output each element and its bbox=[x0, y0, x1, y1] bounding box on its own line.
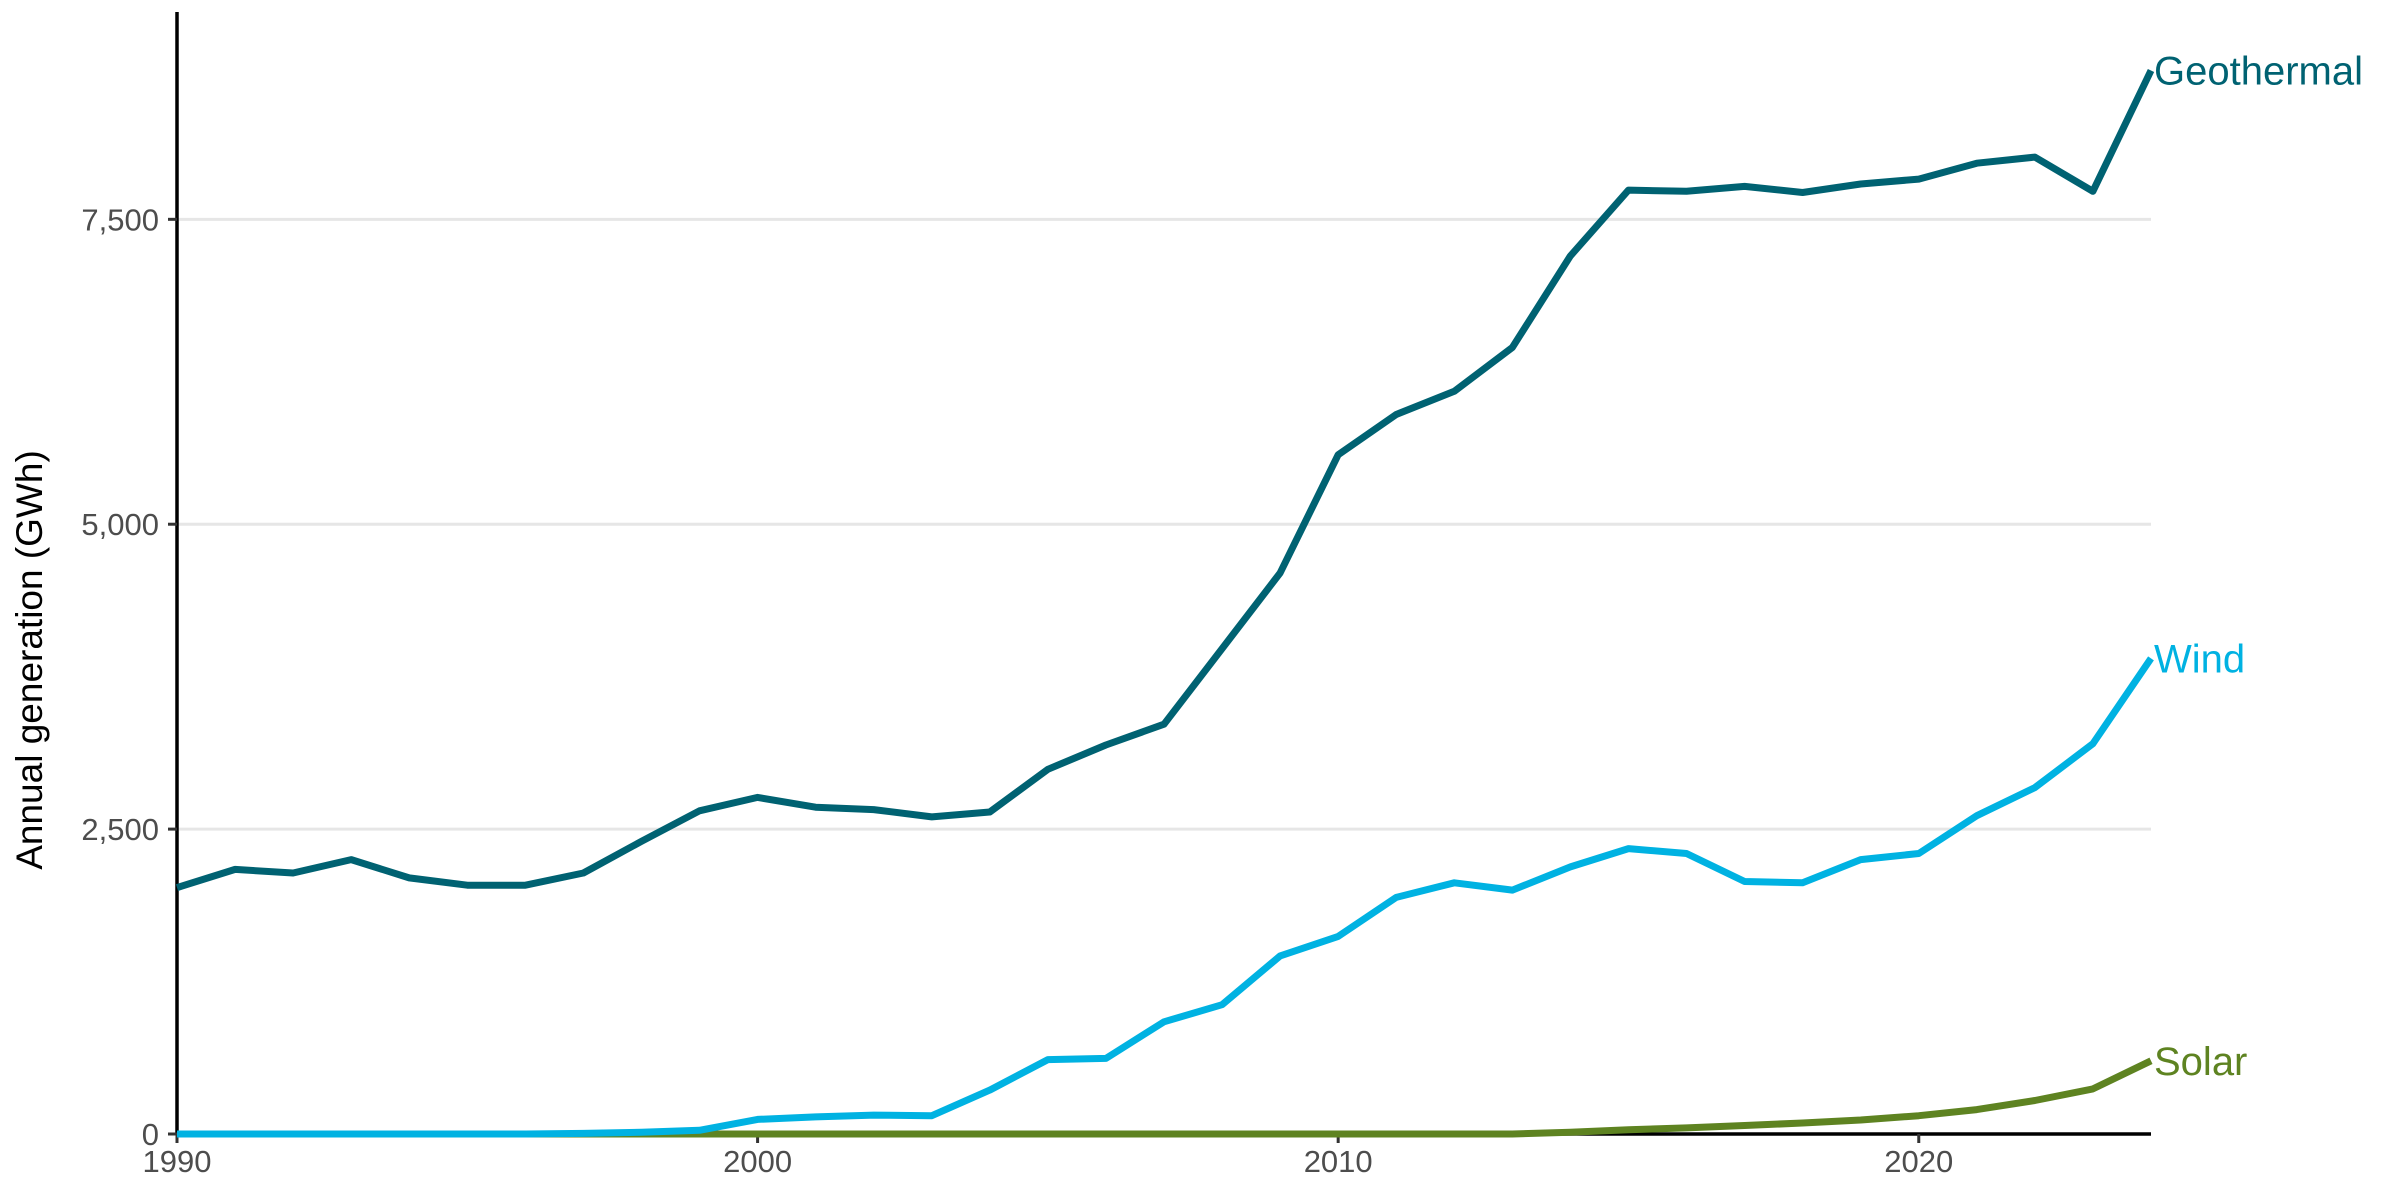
x-axis-ticks: 1990 2000 2010 2020 bbox=[143, 1134, 1953, 1179]
series-label-geothermal: Geothermal bbox=[2154, 50, 2363, 94]
y-tick-label: 0 bbox=[142, 1117, 159, 1152]
axes bbox=[175, 12, 2151, 1136]
series-labels: Solar Wind Geothermal bbox=[2154, 50, 2363, 1084]
x-tick-label: 1990 bbox=[143, 1144, 212, 1179]
series-label-wind: Wind bbox=[2154, 637, 2245, 681]
series-line-wind bbox=[177, 656, 2154, 1138]
y-axis-title: Annual generation (GWh) bbox=[9, 450, 50, 870]
series-lines bbox=[175, 68, 2155, 1138]
y-tick-label: 7,500 bbox=[81, 202, 159, 237]
y-axis-ticks: 0 2,500 5,000 7,500 bbox=[81, 202, 177, 1152]
series-line-solar bbox=[177, 1057, 2153, 1138]
series-line-geothermal bbox=[175, 68, 2155, 891]
x-tick-label: 2020 bbox=[1884, 1144, 1953, 1179]
y-tick-label: 2,500 bbox=[81, 812, 159, 847]
series-label-solar: Solar bbox=[2154, 1040, 2247, 1084]
x-tick-label: 2000 bbox=[723, 1144, 792, 1179]
x-tick-label: 2010 bbox=[1304, 1144, 1373, 1179]
y-tick-label: 5,000 bbox=[81, 507, 159, 542]
gridlines bbox=[177, 217, 2151, 831]
